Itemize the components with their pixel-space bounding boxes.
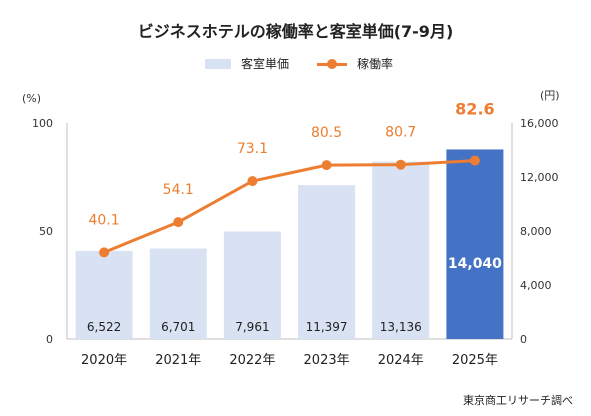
line-value-label: 40.1 — [88, 212, 119, 228]
bar-value-label: 13,136 — [380, 320, 422, 334]
line-value-label: 80.5 — [311, 125, 342, 141]
x-tick-label: 2022年 — [229, 353, 275, 368]
bar-room-rate — [149, 248, 207, 339]
line-marker — [247, 176, 258, 187]
bar-room-rate — [446, 149, 504, 339]
right-tick-label: 8,000 — [520, 225, 552, 238]
line-marker — [469, 155, 480, 166]
right-tick-label: 0 — [520, 333, 527, 346]
x-tick-label: 2023年 — [304, 353, 350, 368]
line-marker — [395, 159, 406, 170]
line-marker — [321, 160, 332, 171]
bar-room-rate — [298, 185, 356, 339]
chart-legend: 客室単価 稼働率 — [205, 55, 393, 72]
x-tick-label: 2020年 — [81, 353, 127, 368]
chart-title: ビジネスホテルの稼働率と客室単価(7-9月) — [137, 22, 454, 41]
legend-line-label: 稼働率 — [357, 57, 394, 71]
bar-value-label: 7,961 — [235, 320, 269, 334]
legend-bar-label: 客室単価 — [241, 57, 290, 71]
bar-room-rate — [372, 161, 430, 339]
x-tick-label: 2024年 — [378, 353, 424, 368]
right-tick-label: 12,000 — [520, 171, 559, 184]
right-tick-label: 4,000 — [520, 279, 552, 292]
bar-value-label: 11,397 — [306, 320, 348, 334]
line-occupancy — [103, 159, 475, 254]
legend-bar-swatch — [205, 58, 231, 69]
bar-value-label: 6,701 — [161, 320, 195, 334]
right-tick-label: 16,000 — [520, 117, 559, 130]
x-tick-label: 2025年 — [452, 353, 498, 368]
bar-value-label: 6,522 — [87, 320, 121, 334]
left-axis-unit: (%) — [22, 92, 42, 105]
bar-room-rate — [223, 231, 281, 339]
line-value-label: 82.6 — [455, 100, 494, 119]
left-tick-label: 100 — [32, 117, 53, 130]
right-axis-unit: (円) — [540, 89, 560, 102]
line-marker — [173, 217, 184, 228]
line-value-label: 80.7 — [385, 125, 416, 141]
x-tick-label: 2021年 — [155, 353, 201, 368]
left-tick-label: 0 — [46, 333, 53, 346]
left-tick-label: 50 — [39, 225, 53, 238]
source-note: 東京商工リサーチ調べ — [463, 394, 573, 407]
line-value-label: 54.1 — [163, 182, 194, 198]
line-marker — [99, 247, 110, 258]
line-value-label: 73.1 — [237, 141, 268, 157]
bar-room-rate — [75, 250, 133, 339]
legend-line-swatch — [317, 58, 348, 69]
bar-value-label: 14,040 — [448, 256, 502, 272]
